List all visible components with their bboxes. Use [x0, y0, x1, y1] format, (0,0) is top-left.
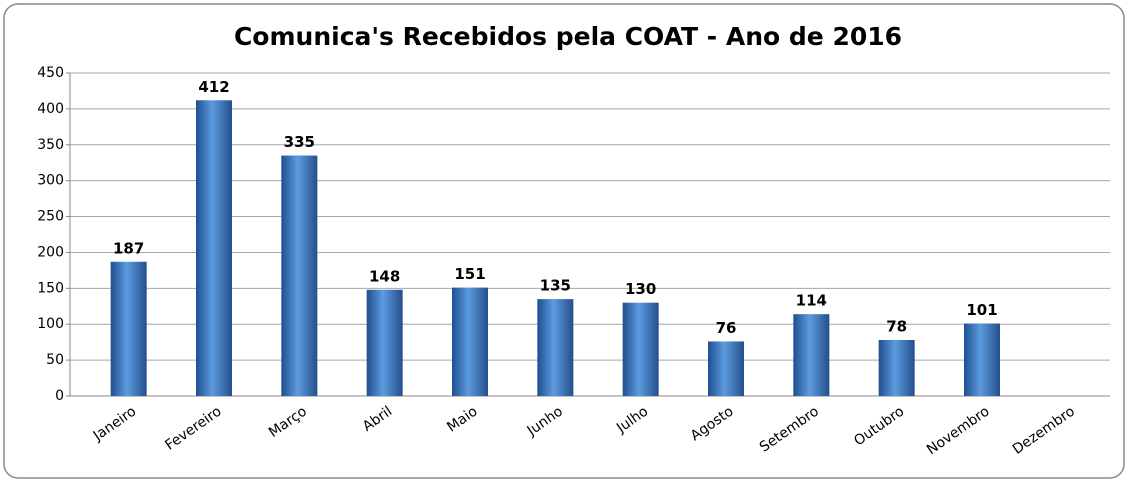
value-label: 101 — [966, 301, 997, 319]
chart-title: Comunica's Recebidos pela COAT - Ano de … — [234, 22, 902, 51]
bar — [452, 287, 488, 396]
y-tick-label: 150 — [37, 280, 64, 296]
bar — [622, 302, 659, 396]
y-tick-label: 50 — [46, 352, 64, 368]
bar — [281, 155, 318, 396]
bar — [196, 100, 232, 396]
bar — [878, 340, 915, 396]
value-label: 148 — [369, 267, 400, 285]
value-label: 114 — [796, 292, 827, 310]
y-tick-label: 450 — [37, 65, 64, 81]
value-label: 130 — [625, 280, 656, 298]
bar — [793, 314, 830, 396]
y-tick-label: 200 — [37, 244, 64, 260]
value-label: 151 — [454, 265, 485, 283]
chart-border — [3, 3, 1125, 479]
value-label: 135 — [540, 277, 571, 295]
y-tick-label: 0 — [55, 388, 64, 404]
bar — [366, 289, 403, 396]
y-tick-label: 250 — [37, 209, 64, 225]
bar — [110, 261, 147, 396]
bar — [964, 323, 1000, 396]
value-label: 78 — [886, 318, 907, 336]
y-tick-label: 350 — [37, 137, 64, 153]
value-label: 187 — [113, 239, 144, 257]
value-label: 412 — [198, 78, 229, 96]
value-label: 335 — [284, 133, 315, 151]
y-tick-label: 400 — [37, 101, 64, 117]
y-tick-label: 300 — [37, 173, 64, 189]
bar — [537, 299, 574, 396]
bar — [708, 341, 744, 396]
y-tick-label: 100 — [37, 316, 64, 332]
value-label: 76 — [716, 319, 737, 337]
